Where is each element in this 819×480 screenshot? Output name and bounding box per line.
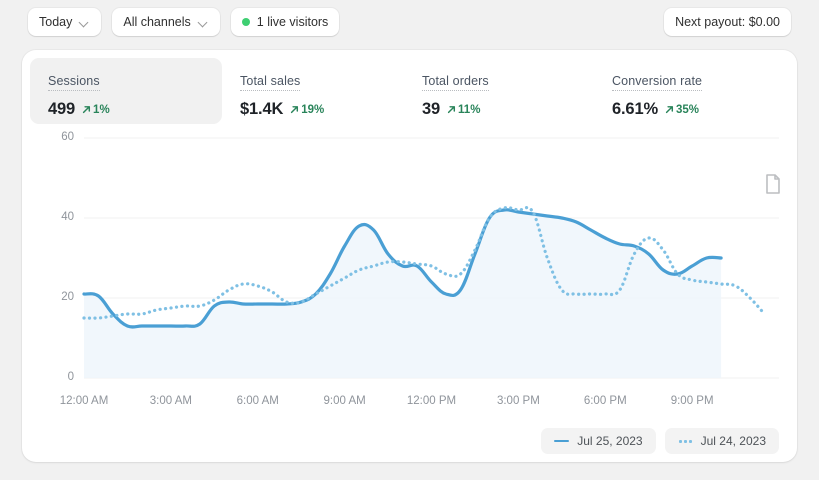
metric-value: 39 bbox=[422, 100, 441, 118]
metric-label: Total sales bbox=[240, 74, 301, 91]
metric-value-row: $1.4K 19% bbox=[240, 100, 388, 119]
arrow-up-right-icon bbox=[290, 105, 299, 114]
x-axis-tick-label: 9:00 AM bbox=[323, 395, 366, 407]
date-range-filter[interactable]: Today bbox=[28, 8, 102, 36]
legend-label: Jul 25, 2023 bbox=[577, 434, 643, 448]
x-axis-tick-label: 3:00 AM bbox=[149, 395, 192, 407]
metric-delta: 1% bbox=[82, 104, 110, 116]
arrow-up-right-icon bbox=[447, 105, 456, 114]
metric-label: Sessions bbox=[48, 74, 100, 91]
metric-tile-total-orders[interactable]: Total orders 39 11% bbox=[404, 58, 594, 124]
x-axis-tick-label: 6:00 AM bbox=[236, 395, 279, 407]
next-payout-button[interactable]: Next payout: $0.00 bbox=[664, 8, 791, 36]
next-payout-label: Next payout: $0.00 bbox=[675, 15, 780, 29]
live-visitors-label: 1 live visitors bbox=[256, 15, 329, 29]
series-line-solid bbox=[82, 208, 723, 329]
metric-delta: 35% bbox=[665, 104, 699, 116]
y-axis-tick-label: 0 bbox=[67, 371, 74, 383]
series-area-fill bbox=[84, 209, 722, 378]
metric-tile-sessions[interactable]: Sessions 499 1% bbox=[30, 58, 222, 124]
line-chart-plot bbox=[22, 124, 797, 414]
chevron-down-icon bbox=[198, 17, 209, 28]
arrow-up-right-icon bbox=[82, 105, 91, 114]
chart-svg bbox=[82, 137, 779, 379]
metric-delta: 11% bbox=[447, 104, 480, 116]
series-line-dotted bbox=[82, 205, 767, 320]
legend-solid-line-icon bbox=[554, 439, 570, 443]
y-axis-tick-label: 40 bbox=[61, 211, 74, 223]
live-visitors-badge[interactable]: 1 live visitors bbox=[230, 8, 340, 36]
y-axis-tick-label: 60 bbox=[61, 131, 74, 143]
metric-delta-value: 11% bbox=[458, 103, 481, 116]
x-axis-tick-label: 6:00 PM bbox=[583, 395, 627, 407]
metric-delta-value: 19% bbox=[301, 103, 325, 116]
channel-filter-label: All channels bbox=[123, 15, 191, 29]
live-status-dot-icon bbox=[241, 18, 250, 26]
metric-delta: 19% bbox=[290, 104, 324, 116]
metric-tile-total-sales[interactable]: Total sales $1.4K 19% bbox=[222, 58, 404, 124]
metric-value-row: 6.61% 35% bbox=[612, 100, 778, 119]
chart-region: 0 20 40 60 12:00 AM 3:00 AM 6:00 AM 9:00 AM 12:… bbox=[22, 124, 797, 462]
x-axis-tick-label: 3:00 PM bbox=[496, 395, 540, 407]
metrics-row: Sessions 499 1% Total sales $1.4K bbox=[22, 50, 797, 124]
x-axis-tick-label: 12:00 PM bbox=[406, 395, 457, 407]
metric-delta-value: 1% bbox=[93, 103, 110, 116]
chevron-down-icon bbox=[79, 17, 90, 28]
metric-label: Total orders bbox=[422, 74, 489, 91]
metric-value-row: 499 1% bbox=[48, 100, 206, 119]
chart-legend: Jul 25, 2023 Jul 24, 2023 bbox=[22, 428, 797, 454]
metric-value: 6.61% bbox=[612, 100, 658, 118]
document-export-icon[interactable] bbox=[763, 173, 783, 195]
metric-value: 499 bbox=[48, 100, 76, 118]
x-axis-tick-label: 12:00 AM bbox=[59, 395, 109, 407]
arrow-up-right-icon bbox=[665, 105, 674, 114]
date-range-label: Today bbox=[39, 15, 73, 29]
top-toolbar: Today All channels 1 live visitors Next … bbox=[0, 0, 819, 44]
legend-label: Jul 24, 2023 bbox=[700, 434, 766, 448]
y-axis-tick-label: 20 bbox=[61, 291, 74, 303]
legend-dotted-line-icon bbox=[677, 439, 693, 443]
metric-value: $1.4K bbox=[240, 100, 284, 118]
metric-tile-conversion-rate[interactable]: Conversion rate 6.61% 35% bbox=[594, 58, 794, 124]
analytics-card: Sessions 499 1% Total sales $1.4K bbox=[22, 50, 797, 462]
metric-delta-value: 35% bbox=[675, 103, 699, 116]
legend-item-previous[interactable]: Jul 24, 2023 bbox=[664, 428, 779, 454]
legend-item-current[interactable]: Jul 25, 2023 bbox=[541, 428, 656, 454]
metric-label: Conversion rate bbox=[612, 74, 703, 91]
x-axis-tick-label: 9:00 PM bbox=[670, 395, 714, 407]
metric-value-row: 39 11% bbox=[422, 100, 578, 119]
channel-filter[interactable]: All channels bbox=[112, 8, 220, 36]
